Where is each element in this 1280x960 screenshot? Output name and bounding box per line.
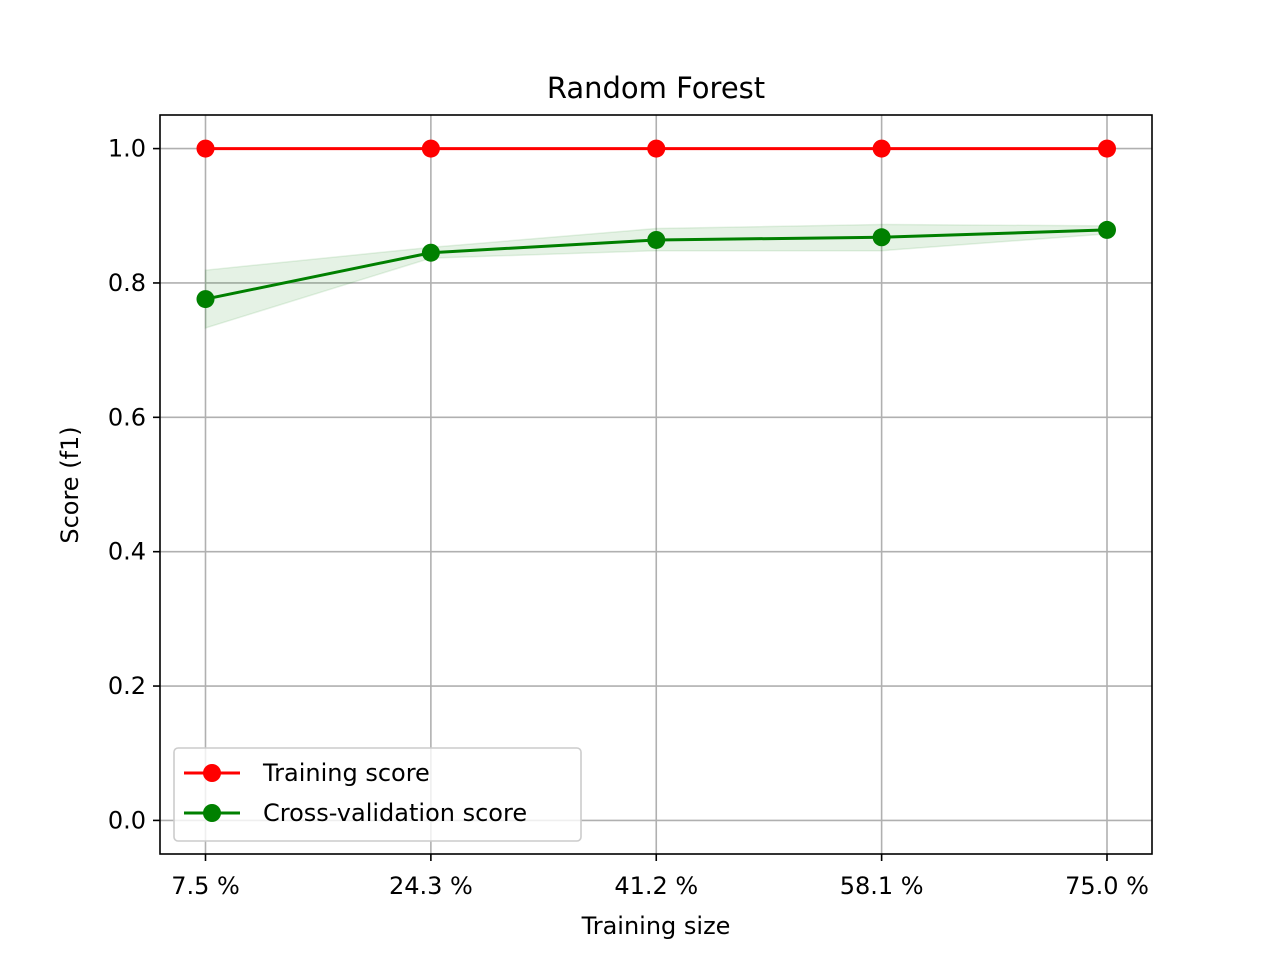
data-point (872, 139, 891, 158)
chart-title: Random Forest (547, 71, 765, 105)
x-axis-ticks: 7.5 % 24.3 % 41.2 % 58.1 % 75.0 % (171, 854, 1149, 900)
y-tick-label: 1.0 (108, 135, 146, 163)
x-tick-label: 7.5 % (171, 872, 240, 900)
legend-marker-cv (203, 804, 221, 822)
y-tick-label: 0.2 (108, 672, 146, 700)
legend-box (173, 747, 582, 842)
y-tick-label: 0.4 (108, 538, 146, 566)
data-point (872, 228, 891, 247)
legend-label-training: Training score (262, 759, 430, 787)
data-point (1098, 220, 1116, 239)
y-tick-label: 0.0 (108, 806, 146, 834)
y-axis-ticks: 0.0 0.2 0.4 0.6 0.8 1.0 (108, 135, 160, 834)
series-points (196, 139, 1116, 309)
legend-marker-training (203, 764, 221, 782)
y-tick-label: 0.6 (108, 403, 146, 431)
y-axis-label: Score (f1) (56, 426, 84, 543)
data-point (647, 139, 666, 158)
data-point (1098, 139, 1116, 158)
x-tick-label: 75.0 % (1065, 872, 1149, 900)
data-point (196, 139, 215, 158)
data-point (647, 230, 666, 249)
x-tick-label: 58.1 % (840, 872, 924, 900)
x-tick-label: 41.2 % (614, 872, 698, 900)
x-axis-label: Training size (581, 912, 731, 940)
data-point (421, 139, 440, 158)
legend-label-cv: Cross-validation score (263, 799, 527, 827)
legend: Training score Cross-validation score (173, 747, 582, 842)
x-tick-label: 24.3 % (389, 872, 473, 900)
data-point (196, 290, 215, 309)
data-point (421, 243, 440, 262)
y-tick-label: 0.8 (108, 269, 146, 297)
